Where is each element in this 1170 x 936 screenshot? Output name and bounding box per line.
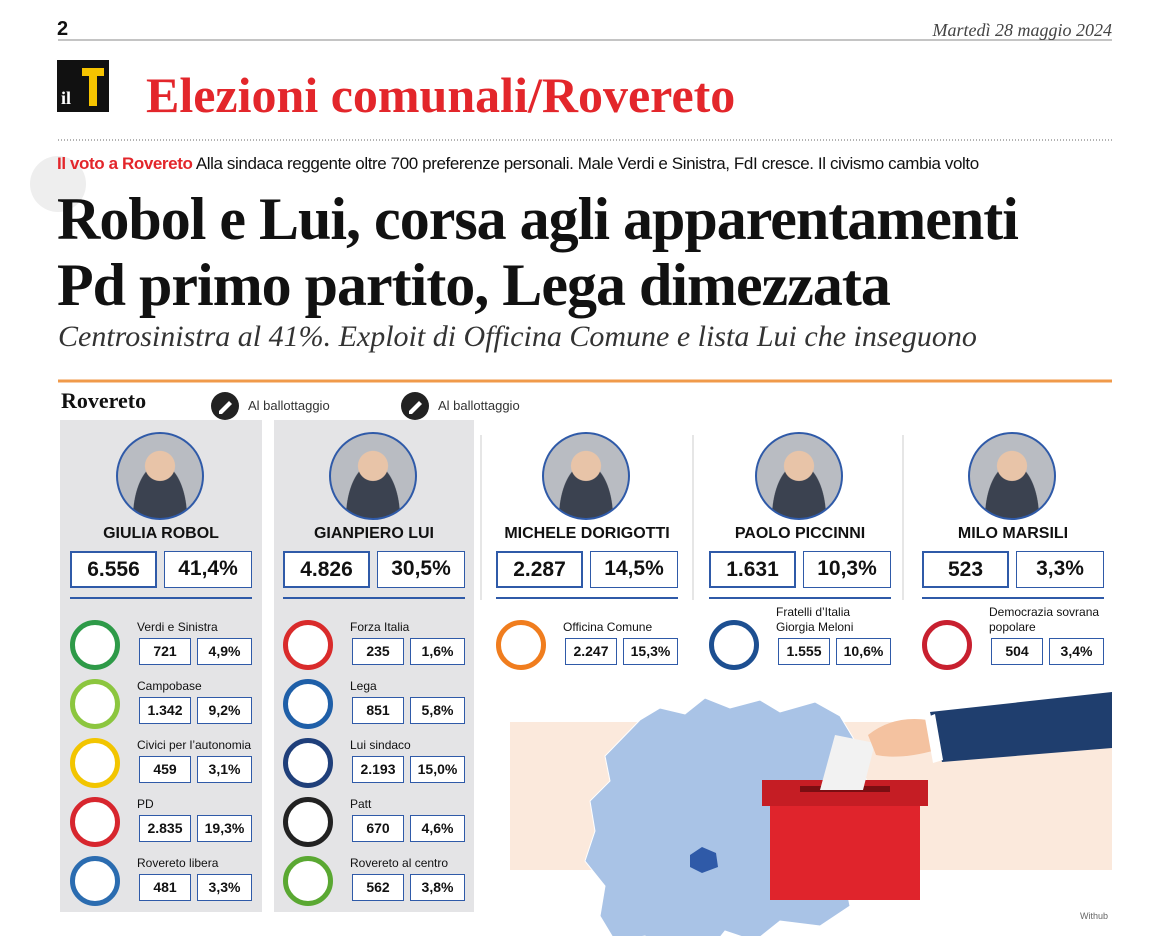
photo (968, 432, 1056, 520)
page-number: 2 (57, 18, 69, 40)
section-title: Elezioni comunali/Rovereto (146, 67, 736, 123)
list-votes: 2.835 (139, 815, 191, 842)
list-percent: 3,8% (410, 874, 465, 901)
list-percent: 15,3% (623, 638, 678, 665)
subheadline: Centrosinistra al 41%. Exploit di Offici… (58, 320, 977, 353)
candidate-name: MILO MARSILI (957, 525, 1069, 542)
list-logo (70, 679, 120, 729)
list-name: Lega (350, 679, 377, 693)
list-votes: 2.247 (565, 638, 617, 665)
candidate-percent: 14,5% (590, 551, 678, 588)
list-name: Patt (350, 797, 372, 811)
list-votes: 459 (139, 756, 191, 783)
list-logo (70, 620, 120, 670)
photo (116, 432, 204, 520)
list-percent: 1,6% (410, 638, 465, 665)
list-logo (283, 738, 333, 788)
list-votes: 562 (352, 874, 404, 901)
list-logo (283, 679, 333, 729)
list-name: Democrazia sovrana (989, 605, 1100, 619)
candidate-percent: 10,3% (803, 551, 891, 588)
list-name: Campobase (137, 679, 202, 693)
list-votes: 1.555 (778, 638, 830, 665)
date: Martedì 28 maggio 2024 (932, 20, 1113, 40)
credit: Withub (1079, 911, 1108, 921)
list-name: Civici per l’autonomia (137, 738, 252, 752)
photo (329, 432, 417, 520)
logo-text: il (61, 88, 72, 108)
list-logo (496, 620, 546, 670)
list-percent: 4,6% (410, 815, 465, 842)
list-name: Giorgia Meloni (776, 620, 854, 634)
list-votes: 851 (352, 697, 404, 724)
list-logo (283, 620, 333, 670)
divider (496, 597, 678, 599)
list-logo (70, 738, 120, 788)
candidate-name: GIULIA ROBOL (103, 525, 219, 542)
list-logo (70, 856, 120, 906)
list-name: Verdi e Sinistra (137, 620, 218, 634)
list-percent: 15,0% (410, 756, 465, 783)
divider (922, 597, 1104, 599)
list-name: Lui sindaco (350, 738, 411, 752)
candidate-votes: 2.287 (496, 551, 583, 588)
kicker-label: Il voto a Rovereto (57, 154, 193, 173)
list-logo (922, 620, 972, 670)
list-percent: 9,2% (197, 697, 252, 724)
headline-line: Robol e Lui, corsa agli apparentamenti (57, 186, 1019, 252)
list-logo (709, 620, 759, 670)
candidate-votes: 523 (922, 551, 1009, 588)
list-votes: 721 (139, 638, 191, 665)
list-name: popolare (989, 620, 1036, 634)
ballot-status: Al ballottaggio (248, 398, 330, 413)
list-logo (283, 797, 333, 847)
list-votes: 2.193 (352, 756, 404, 783)
list-percent: 19,3% (197, 815, 252, 842)
list-logo (70, 797, 120, 847)
list-votes: 1.342 (139, 697, 191, 724)
kicker: Il voto a Rovereto Alla sindaca reggente… (57, 154, 979, 174)
kicker-text: Alla sindaca reggente oltre 700 preferen… (195, 154, 979, 173)
headline-line: Pd primo partito, Lega dimezzata (57, 252, 891, 318)
list-name: Rovereto al centro (350, 856, 449, 870)
candidate-votes: 4.826 (283, 551, 370, 588)
ballot-status: Al ballottaggio (438, 398, 520, 413)
divider (70, 597, 252, 599)
list-votes: 235 (352, 638, 404, 665)
list-votes: 504 (991, 638, 1043, 665)
list-name: Fratelli d’Italia (776, 605, 851, 619)
candidate-name: MICHELE DORIGOTTI (504, 525, 670, 542)
list-name: Rovereto libera (137, 856, 219, 870)
list-votes: 481 (139, 874, 191, 901)
list-percent: 3,3% (197, 874, 252, 901)
list-percent: 5,8% (410, 697, 465, 724)
candidate-votes: 6.556 (70, 551, 157, 588)
candidate-name: PAOLO PICCINNI (734, 525, 866, 542)
candidate-votes: 1.631 (709, 551, 796, 588)
list-percent: 4,9% (197, 638, 252, 665)
candidate-percent: 3,3% (1016, 551, 1104, 588)
city-label: Rovereto (61, 388, 147, 413)
photo (755, 432, 843, 520)
list-name: Officina Comune (563, 620, 653, 634)
list-percent: 3,4% (1049, 638, 1104, 665)
divider (283, 597, 465, 599)
list-name: Forza Italia (350, 620, 410, 634)
candidate-percent: 41,4% (164, 551, 252, 588)
list-votes: 670 (352, 815, 404, 842)
divider (709, 597, 891, 599)
list-percent: 3,1% (197, 756, 252, 783)
list-logo (283, 856, 333, 906)
photo (542, 432, 630, 520)
list-percent: 10,6% (836, 638, 891, 665)
candidate-name: GIANPIERO LUI (313, 525, 434, 542)
list-name: PD (137, 797, 154, 811)
candidate-percent: 30,5% (377, 551, 465, 588)
